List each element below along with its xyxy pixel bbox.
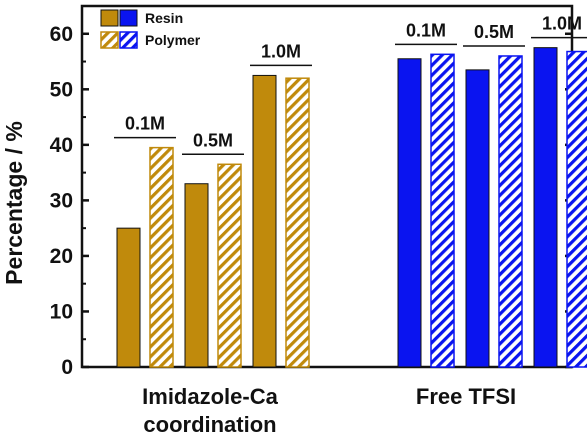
bar-polymer	[149, 146, 174, 368]
bar-resin	[252, 74, 277, 368]
y-tick-label: 0	[61, 356, 73, 379]
y-tick-label: 40	[50, 134, 73, 157]
group-label: coordination	[143, 412, 276, 437]
bar-resin	[184, 183, 209, 368]
concentration-label: 0.5M	[474, 22, 514, 42]
bar-resin	[465, 69, 490, 368]
y-axis-label: Percentage / %	[1, 121, 27, 285]
y-tick-label: 30	[50, 189, 73, 212]
concentration-label: 0.1M	[406, 20, 446, 40]
concentration-label: 1.0M	[261, 41, 301, 61]
y-tick-label: 60	[50, 23, 73, 46]
y-tick-label: 20	[50, 245, 73, 268]
legend-swatch-hatched	[100, 31, 119, 49]
legend-entry: Polymer	[145, 32, 201, 48]
concentration-label: 0.5M	[193, 130, 233, 150]
bar-resin	[116, 227, 141, 368]
bar-polymer	[498, 55, 523, 368]
concentration-label: 0.1M	[125, 114, 165, 134]
bar-polymer	[217, 163, 242, 368]
group-label: Imidazole-Ca	[142, 384, 278, 409]
bar-polymer	[285, 77, 310, 368]
group-label: Free TFSI	[416, 384, 516, 409]
legend-swatch-solid	[119, 9, 138, 27]
y-tick-label: 10	[50, 300, 73, 323]
bar-polymer	[430, 53, 455, 368]
bar-resin	[533, 47, 558, 368]
bar-polymer	[566, 50, 587, 368]
concentration-label: 1.0M	[542, 14, 582, 34]
bar-resin	[397, 58, 422, 368]
legend-swatch-hatched	[119, 31, 138, 49]
legend-swatch-solid	[100, 9, 119, 27]
legend-entry: Resin	[145, 10, 183, 26]
legend: Resin Polymer	[100, 9, 201, 49]
y-tick-label: 50	[50, 78, 73, 101]
plot-area: 0 10 20 30 40 50 60 0.1M 0.5M 1.0M Imidazole-Ca coo…	[50, 4, 587, 437]
